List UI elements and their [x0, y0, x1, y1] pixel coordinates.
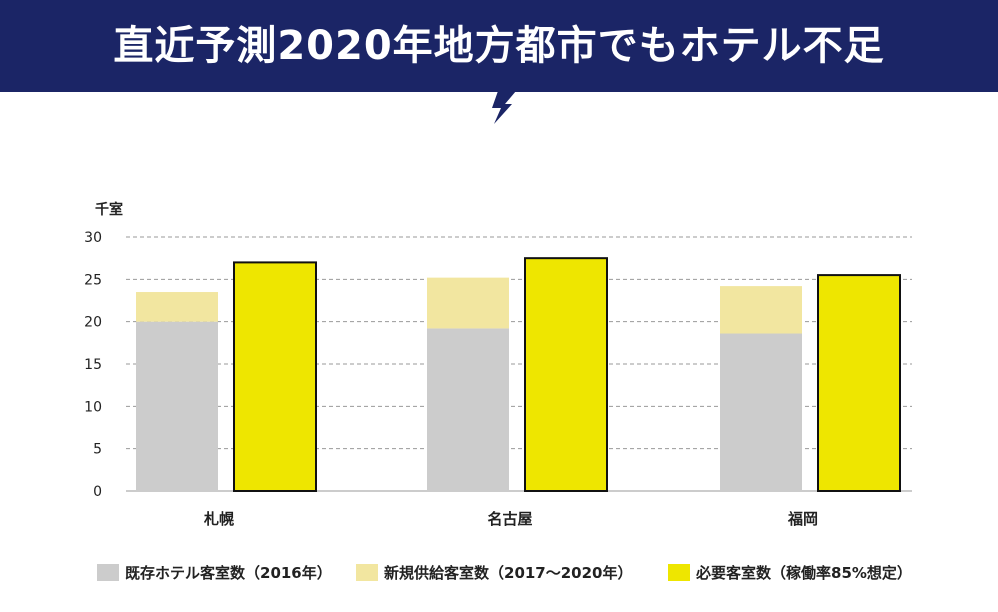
y-tick-label: 25 [84, 272, 102, 288]
legend-item-new-supply: 新規供給客室数（2017～2020年） [356, 560, 633, 584]
y-axis-label: 千室 [95, 201, 123, 218]
bar-new-supply [427, 277, 509, 329]
y-tick-label: 0 [93, 484, 102, 500]
page-title: 直近予測2020年地方都市でもホテル不足 [113, 23, 885, 69]
bar-existing-rooms [136, 321, 218, 491]
y-tick-label: 10 [84, 399, 102, 415]
y-tick-label: 20 [84, 315, 102, 331]
bar-required-rooms [524, 257, 608, 492]
header-banner [0, 0, 998, 92]
legend-item-existing: 既存ホテル客室数（2016年） [97, 560, 332, 584]
legend-label-new-supply: 新規供給客室数（2017～2020年） [384, 563, 633, 582]
legend-label-existing: 既存ホテル客室数（2016年） [125, 563, 332, 582]
legend-swatch-existing [97, 563, 119, 581]
bar-new-supply [136, 292, 218, 322]
legend-swatch-new-supply [356, 563, 378, 581]
bar-existing-rooms [720, 333, 802, 491]
legend-label-required: 必要客室数（稼働率85%想定） [696, 563, 912, 582]
y-tick-label: 30 [84, 230, 102, 246]
bar-required-rooms [817, 274, 901, 492]
y-tick-label: 15 [84, 357, 102, 373]
bar-chart: 千室 0 5 10 15 20 25 30 札幌 名古屋 福岡 [84, 201, 912, 528]
legend-item-required: 必要客室数（稼働率85%想定） [668, 560, 912, 584]
chart-legend: 既存ホテル客室数（2016年） 新規供給客室数（2017～2020年） 必要客室… [0, 560, 998, 584]
legend-swatch-required [668, 563, 690, 581]
y-tick-label: 5 [93, 442, 102, 458]
bar-required-rooms [233, 261, 317, 492]
bar-existing-rooms [427, 328, 509, 491]
x-category-label: 名古屋 [487, 510, 532, 528]
x-category-label: 福岡 [787, 510, 818, 528]
x-category-label: 札幌 [203, 510, 234, 528]
lightning-icon [492, 91, 516, 124]
bar-new-supply [720, 286, 802, 334]
